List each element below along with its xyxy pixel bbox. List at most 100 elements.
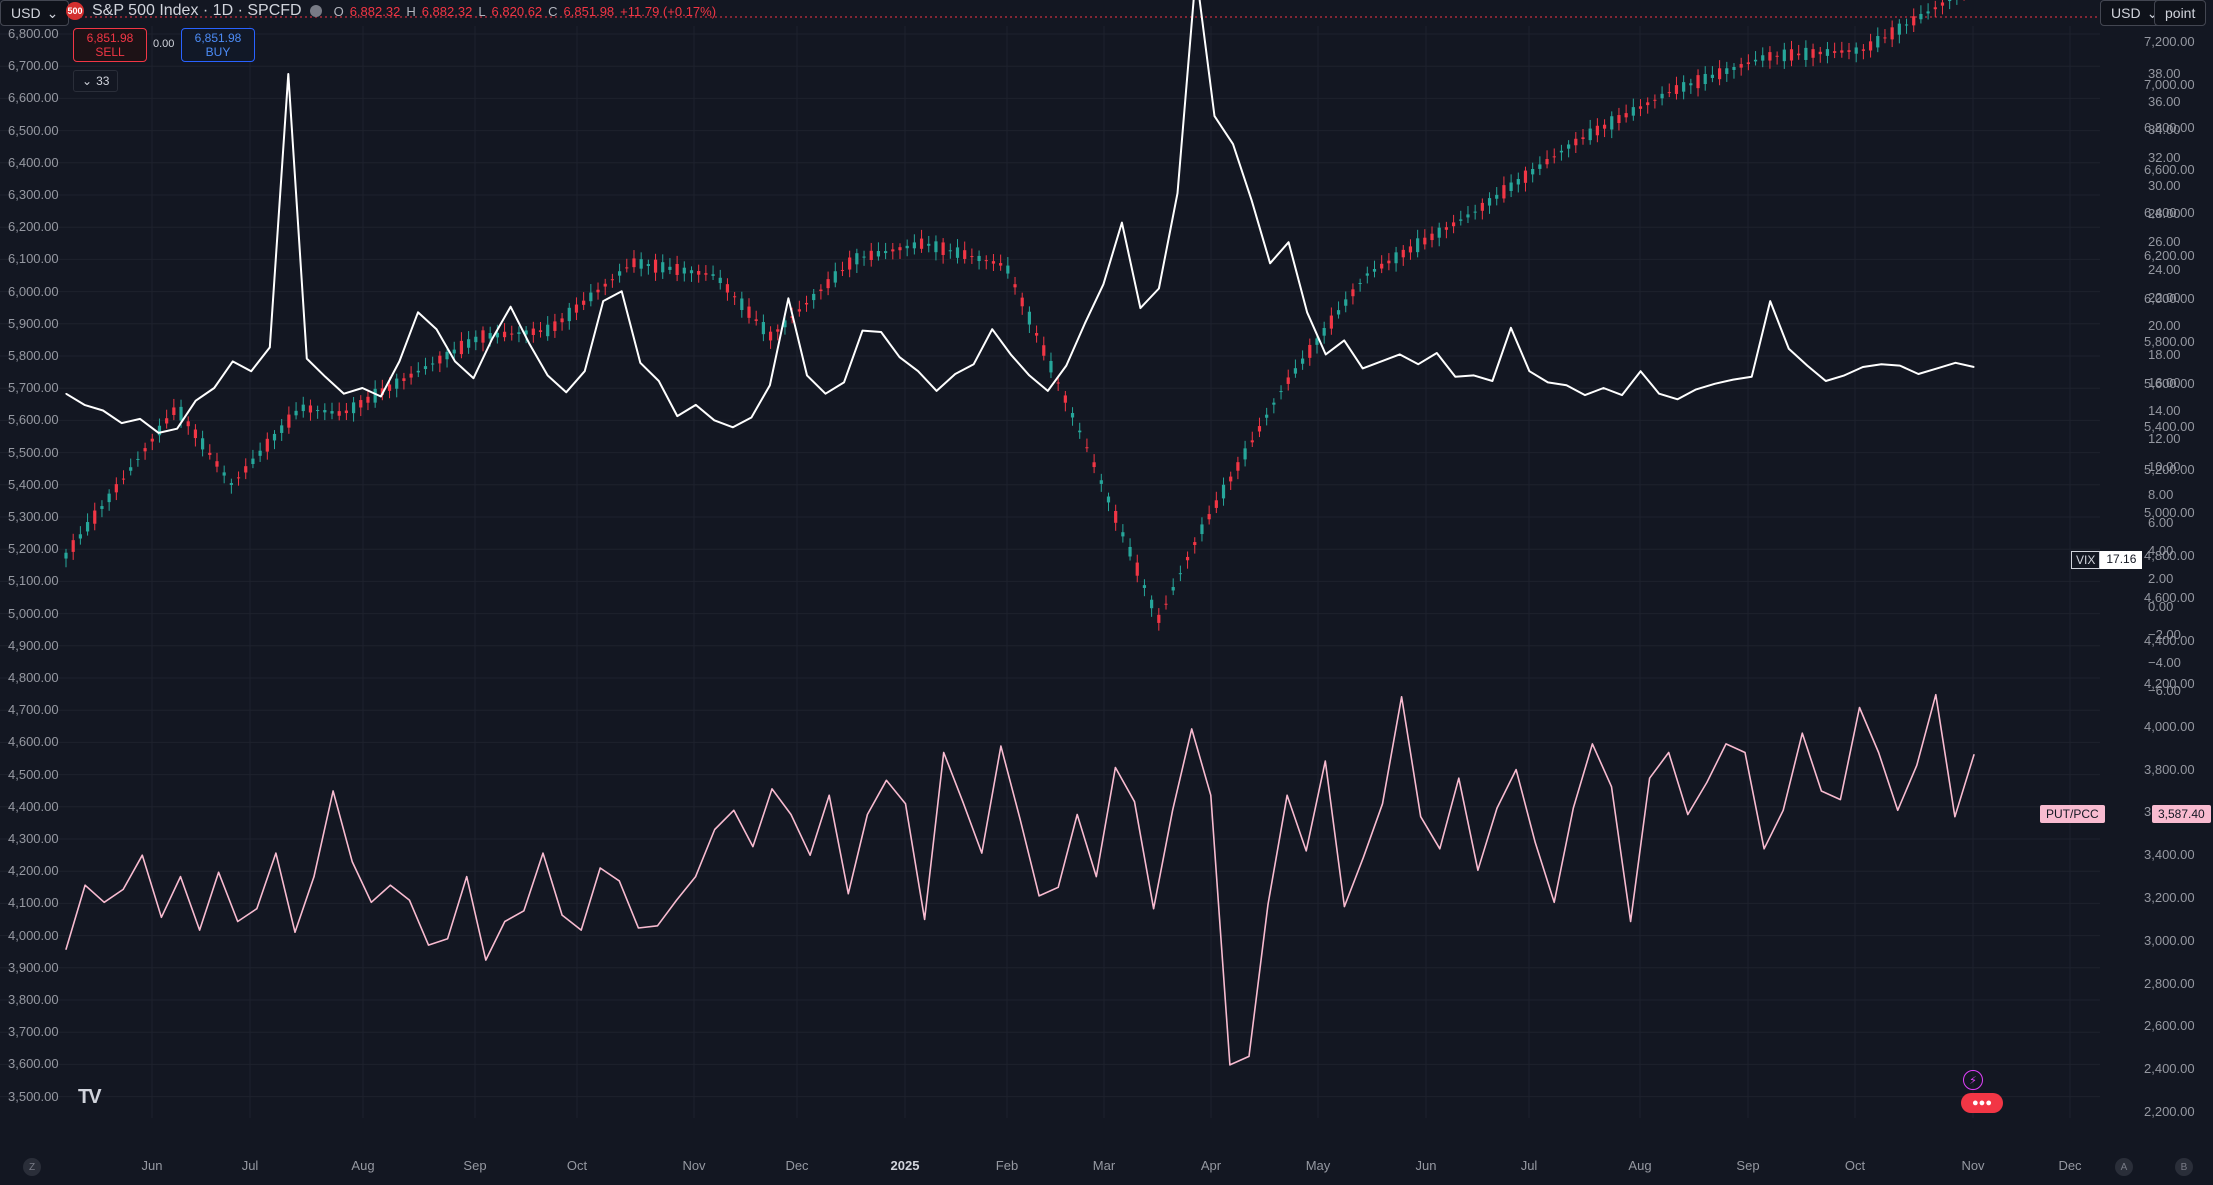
- candle-body: [819, 289, 823, 292]
- candle-body: [689, 270, 694, 274]
- high-value: 6,882.32: [421, 3, 473, 19]
- spx-axis-tick-label: 6,800.00: [8, 26, 59, 41]
- candle-body: [1049, 360, 1053, 373]
- candle-body: [984, 260, 988, 262]
- sell-label: SELL: [95, 45, 125, 59]
- zoom-reset-button[interactable]: Z: [23, 1158, 41, 1176]
- vix-series-line-point: [1732, 379, 1734, 381]
- indicators-collapse-button[interactable]: ⌄ 33: [73, 70, 119, 92]
- spx-axis-tick-label: 5,700.00: [8, 380, 59, 396]
- pcc-series-line-point: [1858, 706, 1861, 709]
- price-chart-canvas[interactable]: [0, 0, 2213, 1140]
- auto-scale-button[interactable]: A: [2115, 1158, 2133, 1176]
- sell-button[interactable]: 6,851.98 SELL: [73, 28, 147, 62]
- vix-series-line-point: [565, 391, 567, 393]
- tradingview-logo-icon[interactable]: TV: [78, 1086, 102, 1108]
- candle-body: [596, 289, 600, 293]
- candle-body: [1789, 49, 1794, 61]
- vix-series-line-point: [1825, 380, 1827, 382]
- vix-series-line-point: [954, 373, 956, 375]
- candle-body: [1746, 62, 1750, 65]
- candle-body: [359, 400, 363, 408]
- vix-series-line-point: [380, 395, 382, 398]
- pcc-series-line-point: [332, 790, 334, 792]
- candle-body: [244, 466, 248, 473]
- pcc-series-line-point: [1935, 694, 1937, 696]
- time-tick-label: Sep: [1736, 1158, 1760, 1173]
- candle-body: [704, 273, 708, 275]
- sell-price: 6,851.98: [86, 31, 134, 45]
- vix-series-line-point: [1213, 115, 1216, 117]
- candle-body: [121, 478, 126, 480]
- vix-series-line-point: [417, 311, 419, 313]
- pcc-axis-tick-label: 4,000.00: [2144, 718, 2195, 734]
- vix-series-line-point: [287, 73, 289, 75]
- vix-series-line-point: [1454, 376, 1456, 378]
- vix-series-line-point: [1065, 365, 1067, 367]
- buy-button[interactable]: 6,851.98 BUY: [181, 28, 255, 62]
- unit-selector[interactable]: point: [2154, 0, 2207, 26]
- pcc-axis-tick-label: 4,400.00: [2144, 633, 2195, 649]
- candle-body: [1602, 124, 1607, 129]
- pcc-axis-tick-label: 7,200.00: [2144, 34, 2195, 49]
- vix-series-line-point: [917, 370, 919, 372]
- us-flag-events-icon[interactable]: ●●●: [1961, 1093, 2003, 1113]
- candle-body: [955, 247, 960, 258]
- vix-series-line-point: [213, 387, 215, 389]
- time-tick-label: Sep: [463, 1158, 487, 1173]
- vix-series-line-point: [991, 328, 993, 330]
- pcc-series-line-point: [408, 899, 411, 901]
- candle-body: [1372, 269, 1377, 272]
- candle-body: [1451, 222, 1456, 227]
- candle-body: [999, 263, 1003, 266]
- candle-body: [1545, 159, 1549, 165]
- open-value: 6,882.32: [349, 3, 401, 19]
- spx-axis-tick-label: 5,800.00: [8, 348, 59, 363]
- candle-body: [1178, 573, 1182, 575]
- buy-label: BUY: [205, 45, 231, 59]
- candle-body: [481, 330, 485, 343]
- candle-body: [1567, 144, 1571, 149]
- vix-series-line-point: [102, 409, 104, 412]
- time-tick-label: Feb: [995, 1158, 1019, 1173]
- market-status-icon[interactable]: [309, 5, 322, 17]
- candle-body: [1861, 49, 1865, 51]
- pcc-series-line-point: [828, 794, 830, 796]
- vix-series-line-point: [435, 328, 438, 330]
- pcc-series-line-point: [904, 803, 907, 805]
- vix-last-value-tag: VIX 17.16: [2071, 551, 2143, 569]
- pcc-series-line-point: [447, 938, 449, 940]
- log-scale-button[interactable]: B: [2175, 1158, 2193, 1176]
- candle-body: [351, 402, 356, 414]
- candle-body: [1315, 338, 1319, 345]
- time-tick-label: Mar: [1092, 1158, 1116, 1173]
- vix-series-line-point: [139, 418, 141, 420]
- candle-body: [1811, 49, 1815, 58]
- spx-axis-tick-label: 4,500.00: [8, 766, 59, 782]
- currency-selector-left[interactable]: USD ⌄: [0, 0, 70, 26]
- candle-body: [718, 277, 722, 284]
- pcc-series-line-point: [1286, 794, 1288, 796]
- pcc-series-line-point: [924, 918, 926, 921]
- pcc-series-line-point: [1362, 856, 1365, 858]
- candle-body: [1883, 37, 1887, 39]
- lightning-icon[interactable]: ⚡: [1963, 1070, 1983, 1090]
- candle-body: [474, 336, 478, 343]
- high-label: H: [406, 3, 416, 19]
- symbol-title-text[interactable]: S&P 500 Index · 1D · SPCFD: [92, 2, 302, 19]
- candle-body: [423, 366, 428, 370]
- pcc-series-line-point: [294, 931, 296, 933]
- vix-series-line-point: [1621, 394, 1623, 396]
- chevron-down-icon: ⌄: [82, 74, 93, 88]
- pcc-series-line-point: [389, 884, 391, 886]
- chevron-down-icon: ⌄: [2146, 4, 2159, 21]
- vix-series-line-point: [269, 346, 271, 348]
- spx-axis-tick-label: 4,800.00: [8, 670, 59, 685]
- vix-series-line-point: [1862, 366, 1864, 368]
- spx-axis-tick-label: 6,600.00: [8, 90, 59, 106]
- candle-body: [1631, 107, 1635, 116]
- time-axis[interactable]: Z A B Jun Jul Aug Sep Oct Nov Dec 2025 Feb Mar Apr…: [0, 1140, 2213, 1185]
- pcc-series-line-point: [1439, 848, 1441, 850]
- spx-axis-tick-label: 5,900.00: [8, 315, 59, 331]
- candle-body: [970, 256, 974, 258]
